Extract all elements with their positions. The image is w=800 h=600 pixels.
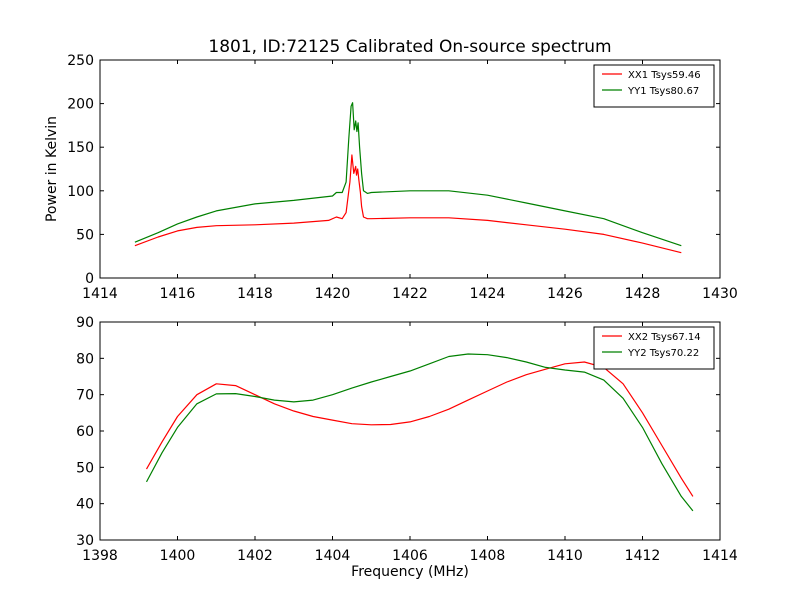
x-tick-label: 1408 <box>470 548 506 564</box>
x-tick-label: 1426 <box>547 286 583 302</box>
series-line-2-2 <box>145 353 694 512</box>
y-tick-label: 50 <box>76 460 94 476</box>
y-tick-label: 60 <box>76 424 94 440</box>
x-tick-label: 1402 <box>237 548 273 564</box>
x-tick-label: 1430 <box>702 286 738 302</box>
x-tick-label: 1428 <box>625 286 661 302</box>
x-axis-label: Frequency (MHz) <box>351 564 469 580</box>
y-tick-label: 30 <box>76 533 94 549</box>
legend-entry: YY1 Tsys80.67 <box>627 86 699 97</box>
y-tick-label: 70 <box>76 388 94 404</box>
y-tick-label: 100 <box>67 184 94 200</box>
legend: XX2 Tsys67.14 YY2 Tsys70.22 <box>593 326 715 370</box>
y-tick-label: 90 <box>76 315 94 331</box>
x-tick-label: 1406 <box>392 548 428 564</box>
series-line-1-2 <box>134 102 682 247</box>
y-tick-label: 0 <box>85 271 94 287</box>
legend: XX1 Tsys59.46 YY1 Tsys80.67 <box>593 64 715 108</box>
top-subplot: 1414 1416 1418 1420 1422 1424 1426 1428 1430 0 50 1… <box>44 53 738 302</box>
x-tick-label: 1400 <box>160 548 196 564</box>
legend-box <box>593 64 715 108</box>
y-tick-label: 50 <box>76 227 94 243</box>
x-tick-label: 1414 <box>702 548 738 564</box>
x-tick-label: 1420 <box>315 286 351 302</box>
x-tick-label: 1412 <box>625 548 661 564</box>
chart-title: 1801, ID:72125 Calibrated On-source spec… <box>208 37 611 57</box>
y-axis-label: Power in Kelvin <box>44 116 60 222</box>
series-line-2-1 <box>145 361 694 497</box>
y-tick-label: 150 <box>67 140 94 156</box>
legend-entry: YY2 Tsys70.22 <box>627 348 699 359</box>
legend-entry: XX2 Tsys67.14 <box>628 332 701 343</box>
x-tick-label: 1398 <box>82 548 118 564</box>
y-tick-label: 40 <box>76 497 94 513</box>
legend-box <box>593 326 715 370</box>
y-tick-label: 200 <box>67 97 94 113</box>
x-tick-label: 1418 <box>237 286 273 302</box>
x-tick-label: 1410 <box>547 548 583 564</box>
y-tick-label: 250 <box>67 53 94 69</box>
y-tick-label: 80 <box>76 351 94 367</box>
x-tick-label: 1422 <box>392 286 428 302</box>
x-tick-label: 1416 <box>160 286 196 302</box>
bottom-subplot: 1398 1400 1402 1404 1406 1408 1410 1412 1414 30 40… <box>76 315 738 580</box>
x-tick-label: 1404 <box>315 548 351 564</box>
x-tick-label: 1424 <box>470 286 506 302</box>
x-tick-label: 1414 <box>82 286 118 302</box>
legend-entry: XX1 Tsys59.46 <box>628 70 701 81</box>
series-line-1-1 <box>134 154 682 254</box>
